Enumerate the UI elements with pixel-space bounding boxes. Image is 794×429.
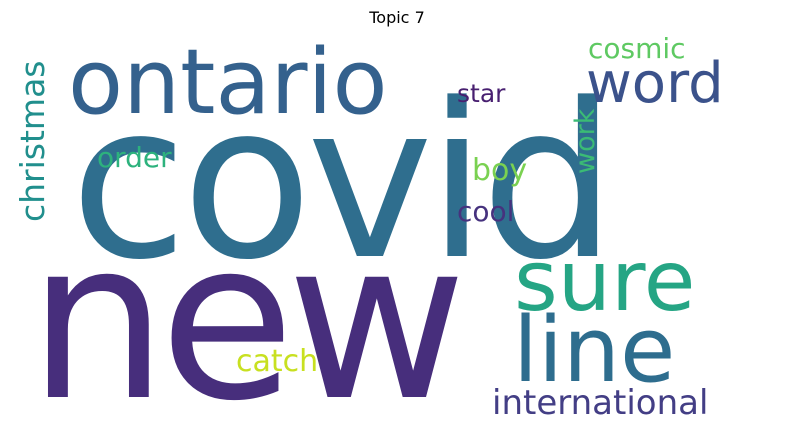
word-work: work xyxy=(570,108,601,174)
word-international: international xyxy=(492,383,709,423)
word-line: line xyxy=(513,298,676,403)
word-order: order xyxy=(97,141,172,174)
word-star: star xyxy=(457,79,506,108)
word-cosmic: cosmic xyxy=(588,32,686,65)
word-cloud: covid new ontario sure line word interna… xyxy=(10,31,784,423)
chart-title: Topic 7 xyxy=(369,8,425,27)
word-boy: boy xyxy=(472,153,528,188)
word-christmas: christmas xyxy=(13,60,52,223)
word-cool: cool xyxy=(457,195,515,228)
word-word: word xyxy=(586,51,724,116)
word-ontario: ontario xyxy=(68,31,388,135)
word-catch: catch xyxy=(236,344,319,379)
word-new: new xyxy=(28,193,467,423)
word-sure: sure xyxy=(514,232,696,330)
word-covid: covid xyxy=(70,58,617,307)
